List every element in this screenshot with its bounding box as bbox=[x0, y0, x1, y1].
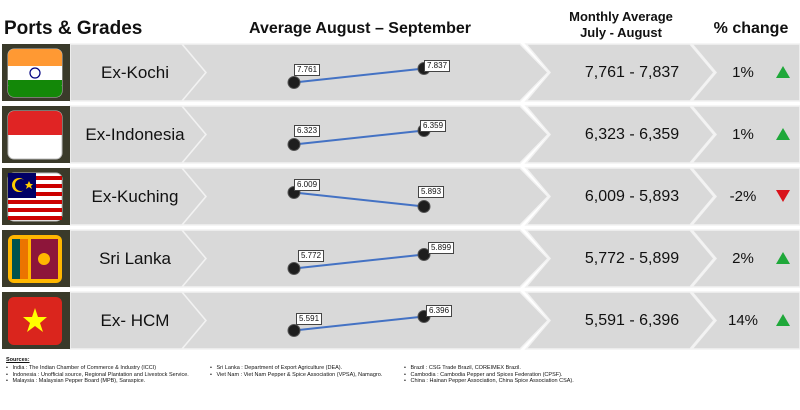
pct-change: 2% bbox=[732, 250, 754, 267]
sources-col-1: • India : The Indian Chamber of Commerce… bbox=[6, 365, 189, 385]
aug-data-label: 6.323 bbox=[294, 125, 321, 137]
port-name: Ex- HCM bbox=[100, 311, 170, 330]
source-item: • Brazil : CSG Trade Brazil, COREIMEX Br… bbox=[404, 365, 521, 371]
row-ex-indonesia: Ex-Indonesia 6.323 6.359 6,323 - 6,359 1… bbox=[0, 106, 800, 163]
port-name: Ex-Kochi bbox=[100, 63, 170, 82]
sri-lanka-flag-icon bbox=[2, 230, 70, 287]
range-band bbox=[524, 43, 715, 102]
malaysia-flag-icon bbox=[2, 168, 70, 225]
series-line bbox=[293, 315, 425, 332]
pct-change: 14% bbox=[727, 312, 759, 329]
pct-change: 1% bbox=[732, 64, 754, 81]
aug-marker bbox=[287, 76, 301, 89]
monthly-average-header: Monthly Average July - August bbox=[556, 9, 686, 41]
row-ex-kochi: Ex-Kochi 7.761 7.837 7,761 - 7,837 1% bbox=[0, 44, 800, 101]
sep-data-label: 6.396 bbox=[426, 305, 453, 317]
india-flag-icon bbox=[2, 44, 70, 101]
pct-band bbox=[690, 43, 800, 102]
chart-band bbox=[180, 229, 550, 288]
trend-up-icon bbox=[776, 252, 790, 264]
series-line bbox=[293, 253, 425, 270]
sources-title: Sources: bbox=[6, 357, 30, 363]
row-ex-kuching: Ex-Kuching 6.009 5.893 6,009 - 5,893 -2% bbox=[0, 168, 800, 225]
source-item: • Cambodia : Cambodia Pepper and Spices … bbox=[404, 371, 563, 378]
source-item: • Viet Nam : Viet Nam Pepper & Spice Ass… bbox=[210, 371, 383, 378]
aug-marker bbox=[287, 262, 301, 275]
monthly-range: 6,323 - 6,359 bbox=[584, 126, 680, 143]
range-band bbox=[524, 291, 715, 350]
chart-band bbox=[180, 291, 550, 350]
trend-up-icon bbox=[776, 66, 790, 78]
source-item: • Malaysia : Malaysian Pepper Board (MPB… bbox=[6, 378, 146, 385]
monthly-range: 5,591 - 6,396 bbox=[584, 312, 680, 329]
trend-up-icon bbox=[776, 314, 790, 326]
pct-band bbox=[690, 229, 800, 288]
port-name: Ex-Indonesia bbox=[85, 125, 185, 144]
series-line bbox=[293, 129, 425, 146]
range-band bbox=[524, 105, 715, 164]
sep-data-label: 5.893 bbox=[418, 186, 445, 198]
source-item: • India : The Indian Chamber of Commerce… bbox=[6, 365, 157, 371]
aug-data-label: 6.009 bbox=[294, 179, 321, 191]
sources-block: Sources: • India : The Indian Chamber of… bbox=[6, 357, 796, 384]
range-band bbox=[524, 167, 715, 226]
monthly-average-line2: July - August bbox=[580, 25, 662, 40]
source-item: • China : Hainan Pepper Association, Chi… bbox=[404, 378, 574, 385]
pct-band bbox=[690, 291, 800, 350]
monthly-average-line1: Monthly Average bbox=[569, 9, 673, 24]
row-ex-hcm: Ex- HCM 5.591 6.396 5,591 - 6,396 14% bbox=[0, 292, 800, 349]
sep-data-label: 5.899 bbox=[428, 242, 455, 254]
sources-col-2: • Sri Lanka : Department of Export Agric… bbox=[210, 365, 382, 378]
monthly-range: 5,772 - 5,899 bbox=[584, 250, 680, 267]
aug-marker bbox=[287, 324, 301, 337]
pct-change-header: % change bbox=[713, 20, 789, 37]
port-name: Sri Lanka bbox=[99, 249, 171, 268]
source-item: • Indonesia : Unofficial source, Regiona… bbox=[6, 371, 189, 378]
sep-data-label: 6.359 bbox=[420, 120, 447, 132]
pct-change: 1% bbox=[732, 126, 754, 143]
ports-grades-header: Ports & Grades bbox=[4, 18, 143, 39]
monthly-range: 6,009 - 5,893 bbox=[584, 188, 680, 205]
chart-band bbox=[180, 105, 550, 164]
indonesia-flag-icon bbox=[2, 106, 70, 163]
range-band bbox=[524, 229, 715, 288]
source-item: • Sri Lanka : Department of Export Agric… bbox=[210, 365, 343, 371]
chart-band bbox=[180, 43, 550, 102]
series-line bbox=[293, 67, 425, 84]
aug-marker bbox=[287, 138, 301, 151]
port-name: Ex-Kuching bbox=[91, 187, 179, 206]
trend-up-icon bbox=[776, 128, 790, 140]
aug-data-label: 5.772 bbox=[298, 250, 325, 262]
sources-col-3: • Brazil : CSG Trade Brazil, COREIMEX Br… bbox=[404, 365, 574, 385]
series-line bbox=[293, 191, 425, 208]
sep-data-label: 7.837 bbox=[424, 60, 451, 72]
sep-marker bbox=[417, 248, 431, 261]
sep-marker bbox=[417, 200, 431, 213]
pct-band bbox=[690, 105, 800, 164]
chart-band bbox=[180, 167, 550, 226]
trend-down-icon bbox=[776, 190, 790, 202]
pct-change: -2% bbox=[729, 188, 757, 205]
average-header: Average August – September bbox=[249, 20, 471, 37]
pct-band bbox=[690, 167, 800, 226]
aug-data-label: 5.591 bbox=[296, 313, 323, 325]
monthly-range: 7,761 - 7,837 bbox=[584, 64, 680, 81]
aug-data-label: 7.761 bbox=[294, 64, 321, 76]
vietnam-flag-icon bbox=[2, 292, 70, 349]
row-sri-lanka: Sri Lanka 5.772 5.899 5,772 - 5,899 2% bbox=[0, 230, 800, 287]
